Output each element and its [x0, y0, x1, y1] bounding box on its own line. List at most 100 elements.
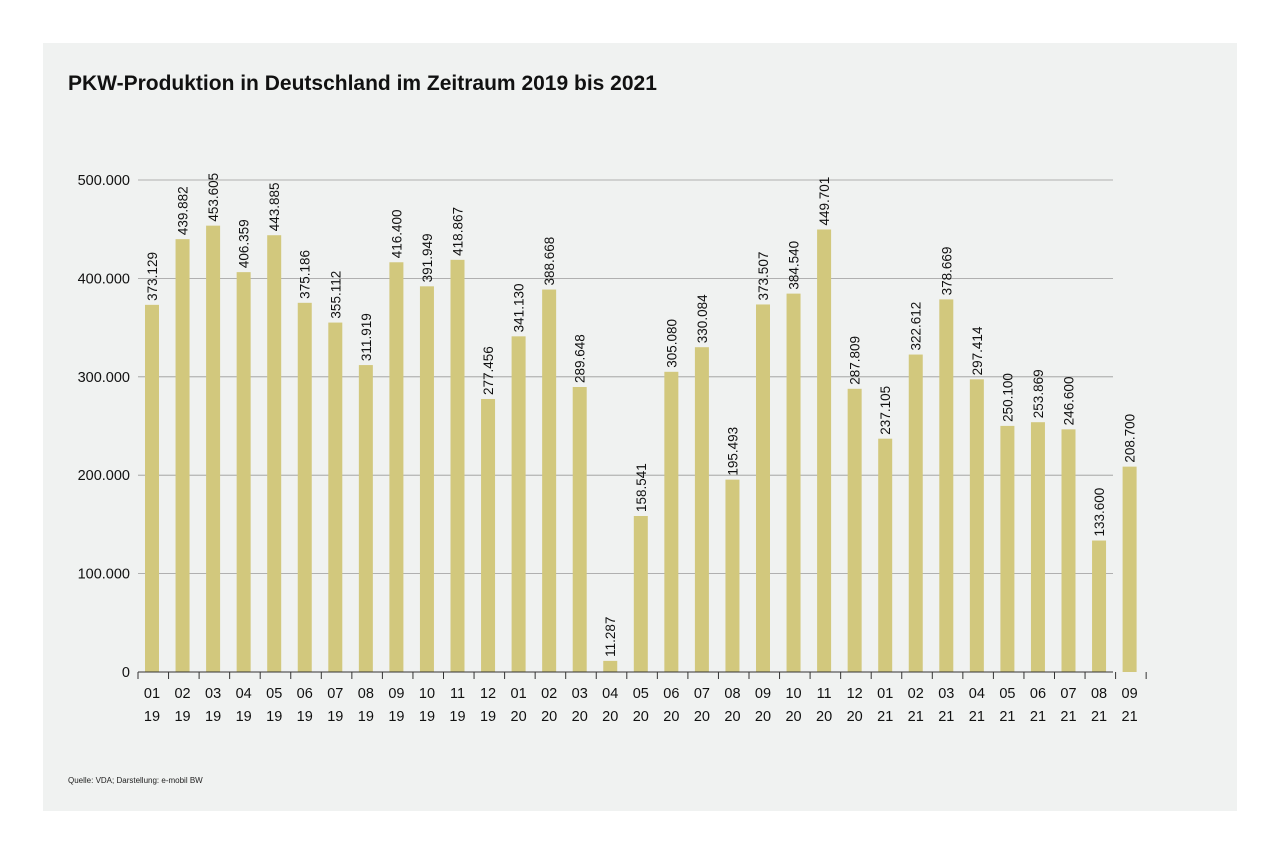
x-tick-label-month: 08 — [724, 686, 740, 702]
x-tick-label-year: 20 — [511, 709, 527, 725]
bar — [481, 398, 496, 672]
x-tick-label-month: 04 — [969, 686, 985, 702]
data-label: 355.112 — [328, 271, 343, 319]
x-tick-label-month: 06 — [297, 686, 313, 702]
bar — [725, 479, 740, 672]
bar — [847, 388, 862, 672]
y-axis: 0 100.000 200.000 300.000 400.000 500.000 — [78, 173, 130, 681]
data-label: 195.493 — [725, 427, 740, 476]
x-tick-label-year: 21 — [1091, 709, 1107, 725]
data-label: 287.809 — [848, 336, 863, 385]
x-tick-label-month: 01 — [511, 686, 527, 702]
data-label: 11.287 — [603, 617, 618, 657]
data-label: 311.919 — [359, 313, 374, 361]
x-tick-label-year: 20 — [724, 709, 740, 725]
data-label: 250.100 — [1000, 373, 1015, 422]
x-tick-label-month: 01 — [144, 686, 160, 702]
x-tick-label-month: 06 — [663, 686, 679, 702]
data-label: 449.701 — [817, 177, 832, 226]
x-tick-label-month: 09 — [388, 686, 404, 702]
x-tick-label-year: 21 — [1060, 709, 1076, 725]
data-label: 378.669 — [939, 247, 954, 296]
x-tick-label-year: 21 — [1030, 709, 1046, 725]
data-label: 208.700 — [1123, 414, 1138, 463]
data-label: 158.541 — [634, 463, 649, 512]
x-tick-label-month: 05 — [633, 686, 649, 702]
y-tick-label: 100.000 — [78, 567, 130, 583]
x-tick-label-year: 20 — [694, 709, 710, 725]
data-label: 133.600 — [1092, 488, 1107, 537]
data-label: 416.400 — [389, 209, 404, 258]
value-labels: 373.129 439.882 453.605 406.359 443.885 375.1… — [145, 173, 1138, 657]
data-label: 305.080 — [664, 319, 679, 368]
bar — [1092, 540, 1107, 672]
bar — [1061, 429, 1076, 672]
bar — [939, 299, 954, 672]
x-tick-label-year: 21 — [999, 709, 1015, 725]
bar — [1122, 466, 1137, 672]
x-tick-label-year: 21 — [938, 709, 954, 725]
bar — [633, 515, 648, 672]
x-tick-label-year: 19 — [236, 709, 252, 725]
data-label: 341.130 — [512, 284, 527, 333]
x-tick-label-month: 12 — [480, 686, 496, 702]
x-tick-label-month: 04 — [602, 686, 618, 702]
bar — [267, 235, 282, 672]
bar — [358, 365, 373, 672]
x-tick-label-month: 02 — [908, 686, 924, 702]
x-tick-label-month: 02 — [541, 686, 557, 702]
x-tick-label-month: 05 — [999, 686, 1015, 702]
data-label: 297.414 — [970, 326, 985, 375]
bar — [969, 379, 984, 672]
y-tick-label: 400.000 — [78, 271, 130, 287]
bar — [419, 286, 434, 672]
x-tick-label-month: 11 — [817, 686, 832, 702]
data-label: 373.507 — [756, 252, 771, 301]
x-tick-label-year: 20 — [572, 709, 588, 725]
x-tick-label-month: 10 — [785, 686, 801, 702]
data-label: 237.105 — [878, 386, 893, 435]
x-tick-label-month: 08 — [358, 686, 374, 702]
x-tick-label-month: 03 — [205, 686, 221, 702]
bar — [908, 354, 923, 672]
x-tick-label-year: 19 — [174, 709, 190, 725]
bar — [878, 438, 893, 672]
bar — [389, 262, 404, 672]
data-label: 330.084 — [695, 294, 710, 343]
data-label: 277.456 — [481, 346, 496, 395]
data-label: 373.129 — [145, 252, 160, 301]
x-tick-label-month: 04 — [236, 686, 252, 702]
x-axis: 01 19 02 19 03 19 04 19 05 19 06 19 07 19 08 19 09 19 10 19… — [137, 671, 1147, 725]
bar — [1030, 422, 1045, 672]
x-tick-label-year: 19 — [297, 709, 313, 725]
bar — [786, 293, 801, 672]
y-tick-label: 300.000 — [78, 370, 130, 386]
bar — [175, 239, 190, 672]
x-tick-label-year: 20 — [785, 709, 801, 725]
x-tick-label-year: 21 — [1122, 709, 1138, 725]
bar — [694, 347, 709, 672]
bar — [297, 302, 312, 672]
bar — [817, 229, 832, 673]
x-tick-label-month: 07 — [694, 686, 710, 702]
x-tick-label-month: 10 — [419, 686, 435, 702]
x-tick-label-year: 19 — [144, 709, 160, 725]
x-tick-label-month: 03 — [938, 686, 954, 702]
x-tick-label-year: 20 — [663, 709, 679, 725]
bar — [664, 371, 679, 672]
x-tick-label-month: 11 — [450, 686, 465, 702]
x-tick-label-year: 19 — [327, 709, 343, 725]
data-label: 322.612 — [909, 302, 924, 351]
bar — [1000, 425, 1015, 672]
x-tick-label-year: 19 — [388, 709, 404, 725]
x-tick-label-year: 19 — [449, 709, 465, 725]
x-tick-label-month: 09 — [1122, 686, 1138, 702]
data-label: 253.869 — [1031, 369, 1046, 418]
x-tick-label-year: 21 — [877, 709, 893, 725]
x-tick-label-year: 20 — [816, 709, 832, 725]
x-tick-label-year: 20 — [847, 709, 863, 725]
x-tick-label-year: 20 — [602, 709, 618, 725]
bars — [145, 225, 1137, 673]
x-tick-label-year: 20 — [755, 709, 771, 725]
data-label: 439.882 — [176, 186, 191, 235]
